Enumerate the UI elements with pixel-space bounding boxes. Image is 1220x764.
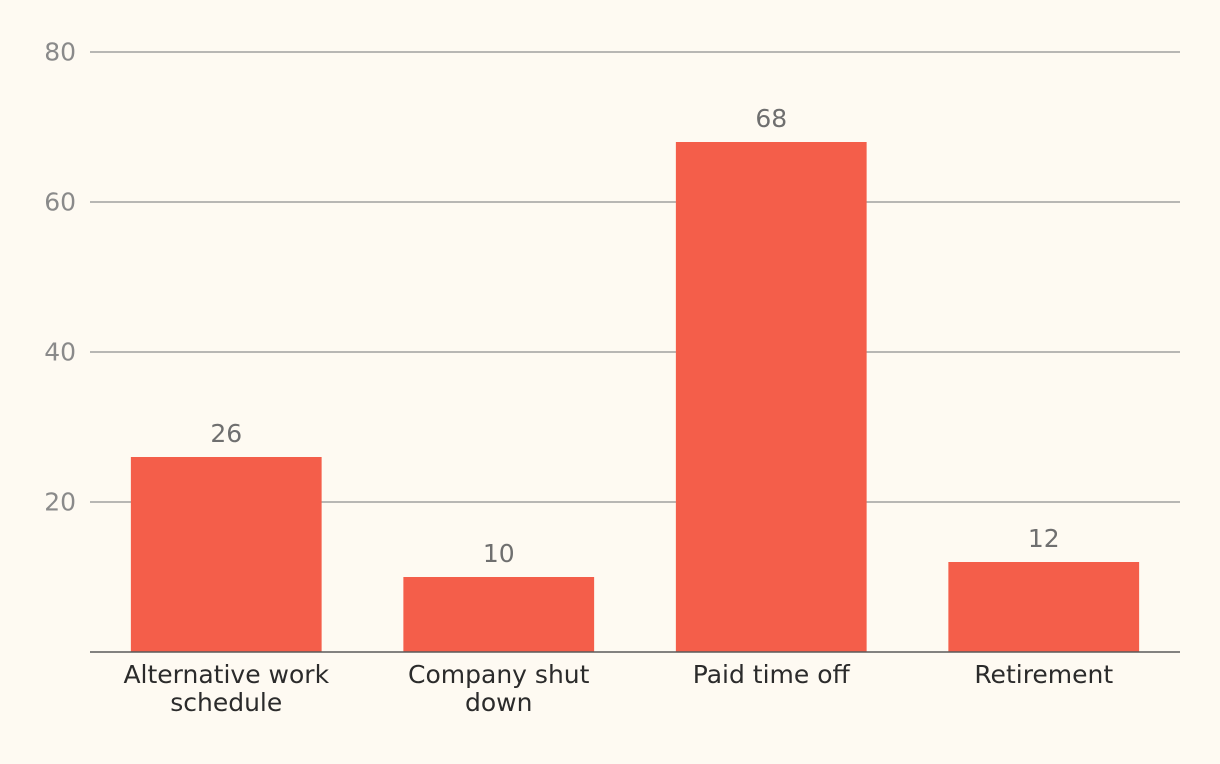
value-label: 68 [755,104,787,133]
y-tick-label: 60 [44,188,76,217]
category-labels: Alternative work schedule Company shut down… [123,660,1113,717]
x-tick-label: Alternative work schedule [123,660,329,717]
x-tick-label-line: down [465,688,532,717]
bars [130,142,1140,652]
x-tick-label-line: Paid time off [693,660,851,689]
y-axis-ticks: 20 40 60 80 [44,38,76,517]
x-tick-label-line: Retirement [974,660,1113,689]
bar [948,562,1140,652]
y-tick-label: 80 [44,38,76,67]
value-label: 12 [1028,524,1060,553]
bar [675,142,867,652]
y-tick-label: 20 [44,488,76,517]
value-label: 26 [210,419,242,448]
x-tick-label-line: Company shut [408,660,590,689]
x-tick-label-line: schedule [170,688,282,717]
value-labels: 26 10 68 12 [210,104,1059,568]
bar [130,457,322,652]
x-tick-label: Retirement [974,660,1113,689]
y-tick-label: 40 [44,338,76,367]
grid-lines [90,51,1180,503]
x-tick-label: Paid time off [693,660,851,689]
value-label: 10 [483,539,515,568]
x-tick-label: Company shut down [408,660,590,717]
bar [403,577,595,652]
x-tick-label-line: Alternative work [123,660,329,689]
